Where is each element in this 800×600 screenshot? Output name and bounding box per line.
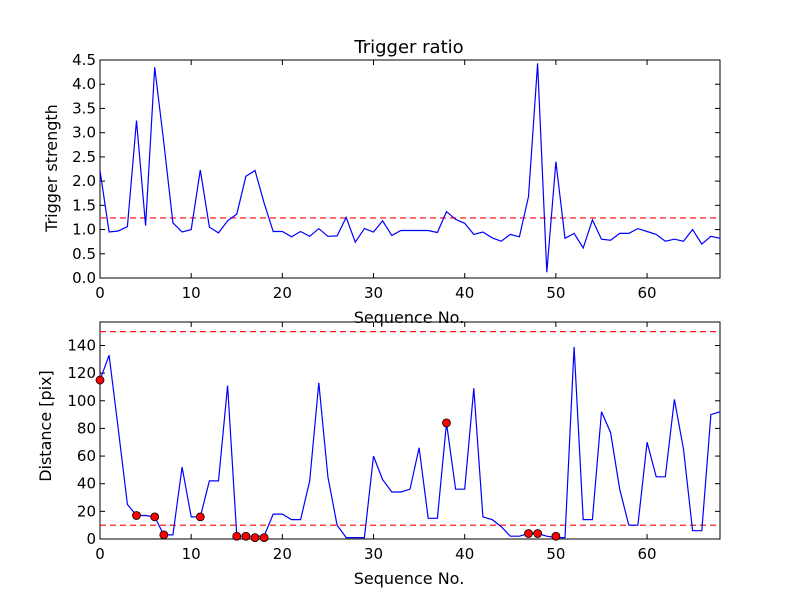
data-point-marker [150, 512, 160, 522]
y-axis-label: Trigger strength [42, 104, 61, 233]
x-tick-label: 50 [546, 284, 565, 302]
data-point-marker [551, 531, 561, 541]
x-tick-label: 30 [364, 284, 383, 302]
y-tick-label: 1.5 [72, 196, 96, 214]
distance-plot: Sequence No. Distance [pix] 0 10 20 30 40 50 6… [36, 321, 721, 588]
y-tick-label: 60 [77, 447, 96, 465]
y-tick-label: 120 [67, 364, 96, 382]
data-point-marker [442, 418, 451, 428]
y-tick-label: 4.5 [72, 51, 96, 69]
x-tick-label: 20 [273, 545, 292, 563]
data-point-marker [524, 529, 533, 538]
x-tick-label: 10 [182, 284, 201, 302]
x-tick-label: 0 [95, 284, 105, 302]
y-tick-label: 40 [77, 475, 96, 493]
y-tick-label: 20 [77, 502, 96, 520]
x-tick-label: 50 [546, 545, 565, 563]
plot-frame [99, 321, 721, 540]
data-point-marker [159, 530, 169, 540]
x-axis-label: Sequence No. [354, 308, 465, 327]
y-tick-label: 140 [67, 336, 96, 354]
x-tick-label: 40 [455, 545, 474, 563]
y-tick-label: 0.0 [72, 269, 96, 287]
y-tick-label: 2.0 [72, 172, 96, 190]
y-tick-label: 100 [67, 392, 96, 410]
y-tick-label: 3.0 [72, 124, 96, 142]
x-tick-label: 40 [455, 284, 474, 302]
data-point-marker [259, 533, 269, 543]
y-tick-label: 1.0 [72, 221, 96, 239]
y-tick-label: 4.0 [72, 75, 96, 93]
x-tick-label: 60 [638, 545, 657, 563]
data-point-marker [232, 531, 242, 541]
y-tick-label: 3.5 [72, 99, 96, 117]
y-axis-label-2: Distance [pix] [36, 370, 55, 482]
x-tick-label: 60 [638, 284, 657, 302]
data-point-marker [533, 529, 543, 538]
x-tick-label: 30 [364, 545, 383, 563]
y-tick-label: 0 [86, 530, 96, 548]
chart-title: Trigger ratio [353, 37, 463, 58]
trigger-ratio-plot: Trigger ratio Sequence No. Trigger stren… [42, 37, 721, 327]
data-point-marker [250, 533, 260, 543]
x-tick-label: 20 [273, 284, 292, 302]
x-axis-label-2: Sequence No. [354, 569, 465, 588]
series-line [99, 63, 721, 273]
plot-frame [99, 59, 721, 279]
data-point-marker [132, 511, 141, 520]
data-point-marker [241, 531, 251, 541]
y-tick-label: 0.5 [72, 245, 96, 263]
y-tick-label: 2.5 [72, 148, 96, 166]
series-line [99, 346, 721, 539]
y-tick-label: 80 [77, 419, 96, 437]
x-tick-label: 10 [182, 545, 201, 563]
x-tick-label: 0 [95, 545, 105, 563]
data-point-marker [95, 375, 105, 385]
data-point-marker [195, 512, 205, 522]
